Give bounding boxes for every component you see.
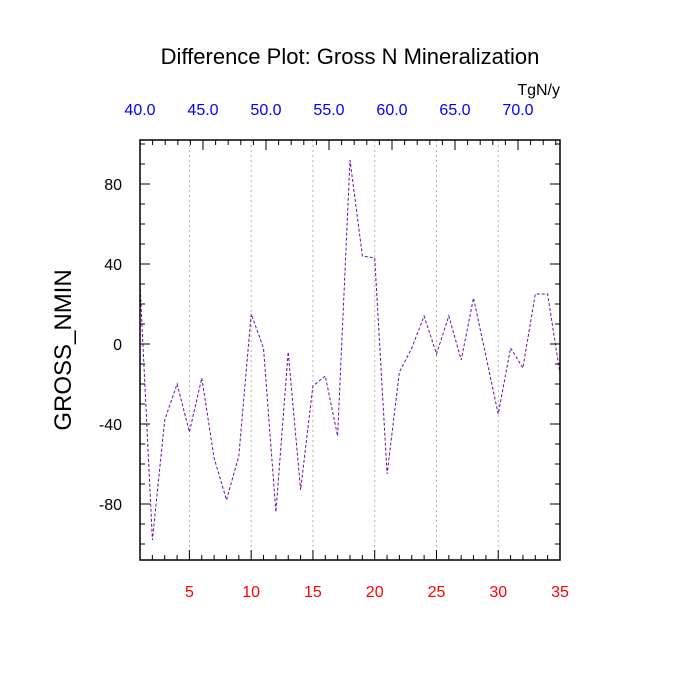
chart-title: Difference Plot: Gross N Mineralization	[161, 44, 540, 69]
x-tick-label: 5	[185, 584, 194, 601]
tick-labels-layer: 5 10 15 20 25 30 35 40.0 45.0 50.0 55.0 60.0 65.0 70.…	[99, 102, 569, 601]
y-axis-label: GROSS_NMIN	[50, 269, 77, 430]
top-tick-label: 60.0	[376, 102, 407, 119]
x-tick-label: 20	[366, 584, 384, 601]
grid-lines	[188, 140, 499, 560]
x-tick-label: 30	[489, 584, 507, 601]
series-line	[139, 159, 561, 541]
top-tick-label: 45.0	[187, 102, 218, 119]
top-tick-label: 65.0	[439, 102, 470, 119]
x-tick-label: 10	[242, 584, 260, 601]
y-tick-label: -80	[99, 497, 122, 514]
ticks-layer	[139, 140, 561, 560]
x-tick-label: 35	[551, 584, 569, 601]
top-axis-unit: TgN/y	[517, 82, 560, 99]
y-tick-label: 0	[113, 337, 122, 354]
top-tick-label: 40.0	[124, 102, 155, 119]
top-tick-label: 50.0	[250, 102, 281, 119]
y-tick-label: 40	[104, 257, 122, 274]
x-tick-label: 15	[304, 584, 322, 601]
y-tick-label: 80	[104, 177, 122, 194]
top-tick-label: 70.0	[502, 102, 533, 119]
x-tick-label: 25	[428, 584, 446, 601]
top-tick-label: 55.0	[313, 102, 344, 119]
y-tick-label: -40	[99, 417, 122, 434]
series-layer	[139, 159, 561, 541]
